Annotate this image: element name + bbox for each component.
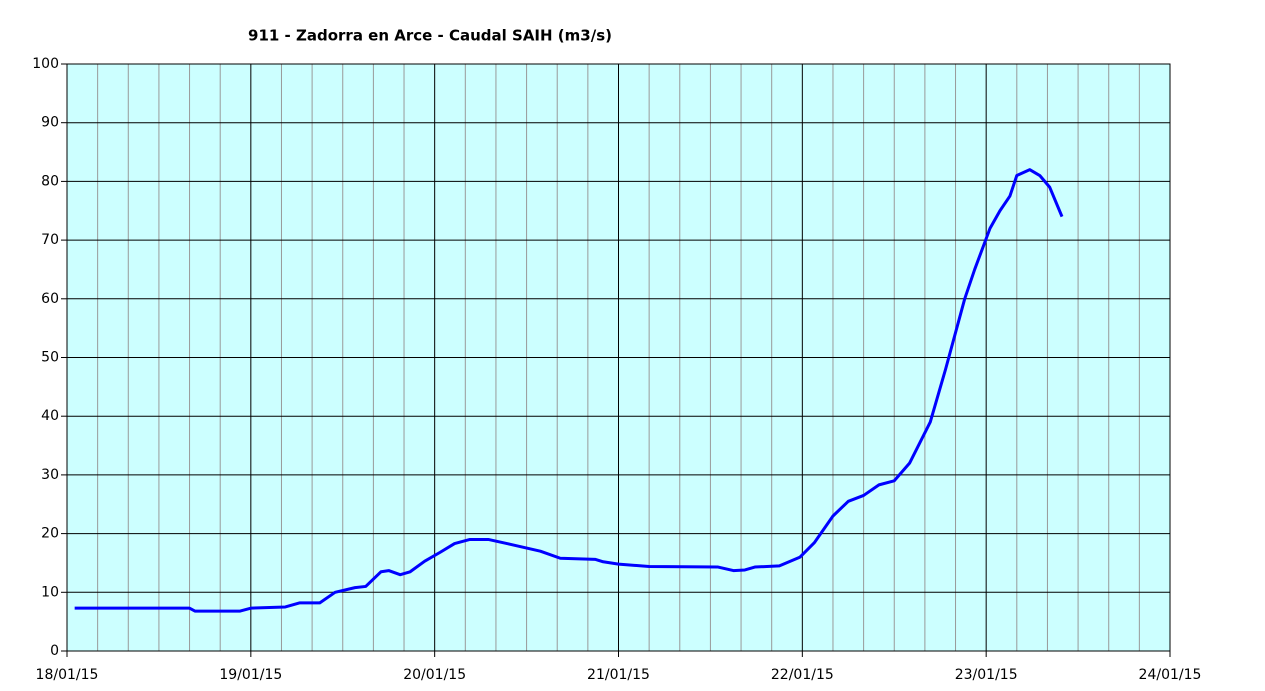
x-tick-label: 20/01/15 — [403, 667, 466, 683]
y-tick-label: 30 — [41, 467, 59, 483]
y-tick-label: 80 — [41, 173, 59, 189]
x-tick-label: 23/01/15 — [955, 667, 1018, 683]
y-tick-label: 70 — [41, 232, 59, 248]
plot-frame — [66, 63, 1171, 652]
x-tick-label: 18/01/15 — [36, 667, 99, 683]
y-tick-label: 10 — [41, 584, 59, 600]
x-tick-label: 24/01/15 — [1139, 667, 1202, 683]
x-tick-label: 22/01/15 — [771, 667, 834, 683]
chart-title: 911 - Zadorra en Arce - Caudal SAIH (m3/… — [248, 27, 612, 45]
y-tick-label: 40 — [41, 408, 59, 424]
y-tick-label: 20 — [41, 526, 59, 542]
y-tick-label: 100 — [32, 56, 59, 72]
data-line — [74, 168, 1064, 613]
x-tick-label: 19/01/15 — [219, 667, 282, 683]
y-tick-label: 0 — [50, 643, 59, 659]
y-tick-label: 50 — [41, 350, 59, 366]
y-tick-label: 90 — [41, 115, 59, 131]
y-tick-label: 60 — [41, 291, 59, 307]
x-tick-label: 21/01/15 — [587, 667, 650, 683]
